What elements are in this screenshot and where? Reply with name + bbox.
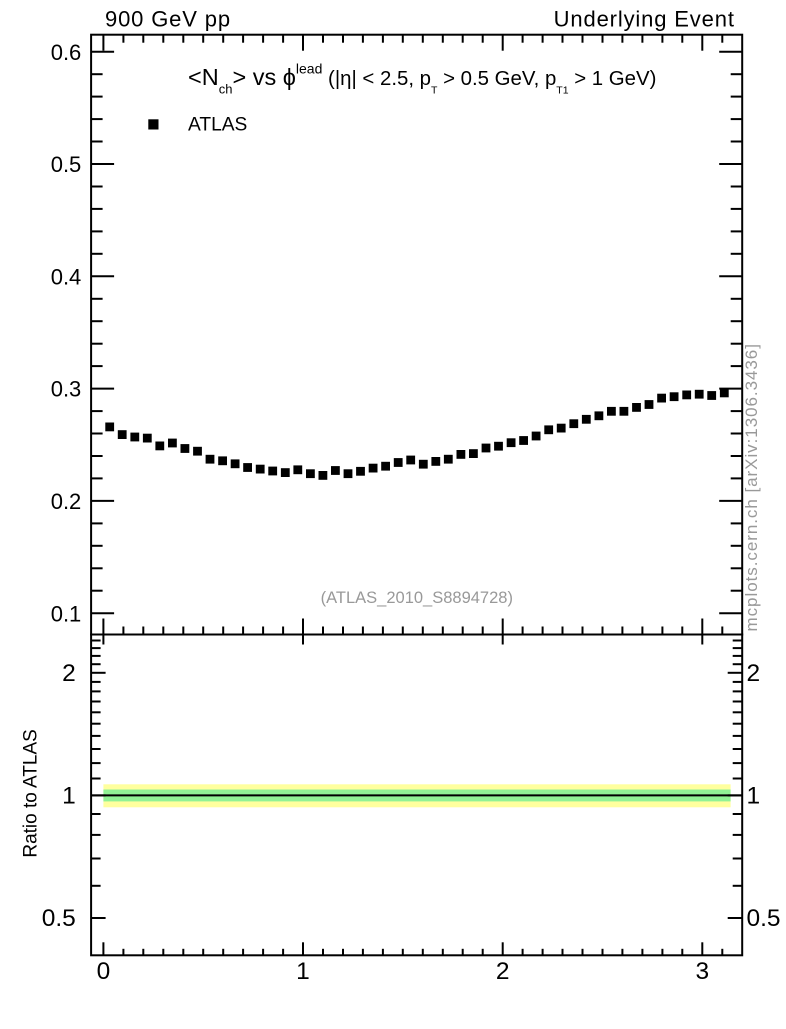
svg-text:0.4: 0.4	[51, 264, 82, 289]
svg-text:0.1: 0.1	[51, 601, 82, 626]
svg-text:Ratio to ATLAS: Ratio to ATLAS	[21, 729, 42, 858]
svg-text:0.6: 0.6	[51, 40, 82, 65]
svg-text:mcplots.cern.ch [arXiv:1306.34: mcplots.cern.ch [arXiv:1306.3436]	[742, 343, 761, 631]
svg-text:ATLAS: ATLAS	[188, 115, 247, 136]
svg-text:2: 2	[62, 660, 76, 687]
svg-text:1: 1	[747, 783, 761, 810]
svg-text:900 GeV pp: 900 GeV pp	[105, 7, 231, 32]
svg-text:3: 3	[695, 958, 709, 985]
svg-text:0.5: 0.5	[51, 152, 82, 177]
svg-text:2: 2	[747, 660, 761, 687]
svg-text:1: 1	[62, 783, 76, 810]
svg-text:0.5: 0.5	[42, 905, 76, 932]
svg-text:0.3: 0.3	[51, 377, 82, 402]
svg-text:Underlying Event: Underlying Event	[554, 7, 735, 32]
svg-text:0.2: 0.2	[51, 489, 82, 514]
svg-text:(ATLAS_2010_S8894728): (ATLAS_2010_S8894728)	[321, 589, 513, 607]
svg-text:0.5: 0.5	[747, 905, 781, 932]
svg-text:1: 1	[296, 958, 310, 985]
svg-text:2: 2	[496, 958, 510, 985]
svg-text:0: 0	[97, 958, 111, 985]
